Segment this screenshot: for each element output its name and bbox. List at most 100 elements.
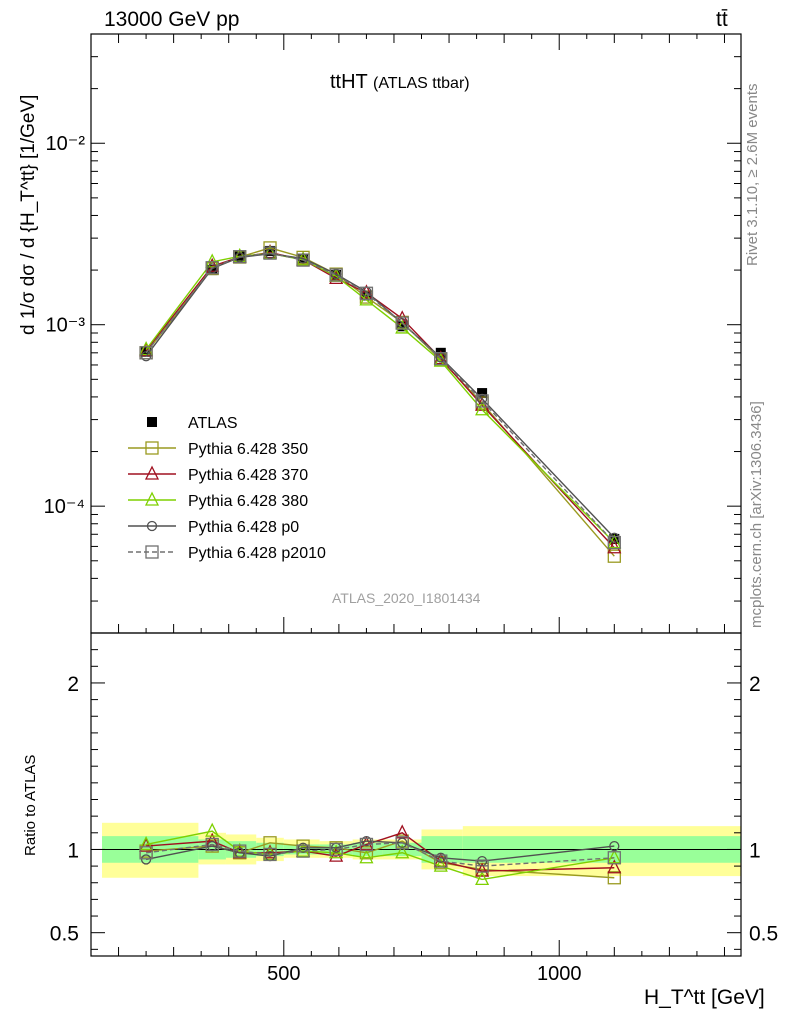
ratio-point-2 (296, 842, 311, 857)
ratio-y-tick-label: 0.5 (50, 923, 79, 946)
ratio-point-1 (475, 862, 490, 877)
axis-ticks: 10⁻⁴ 10⁻³ 10⁻² 500 1000 0.5 0.5 1 1 2 2 (44, 33, 778, 985)
data-point-3 (475, 401, 490, 416)
data-point-5 (263, 246, 277, 260)
ratio-point-4 (139, 846, 153, 860)
ratio-point-3 (361, 835, 372, 847)
ratio-point-2 (359, 849, 374, 864)
ratio-point-4 (359, 837, 374, 852)
data-point-5 (233, 250, 247, 264)
data-point-0 (477, 388, 488, 399)
ratio-point-4 (205, 837, 219, 852)
data-point-5 (329, 268, 343, 282)
ratio-point-2 (395, 844, 410, 859)
legend-label: Pythia 6.428 350 (188, 441, 308, 458)
data-point-3 (205, 253, 220, 268)
process-label: tt̄ (716, 8, 728, 31)
data-point-4 (207, 263, 218, 274)
series-line-5 (145, 252, 615, 544)
ratio-point-1 (139, 837, 154, 852)
plot-title-sub: (ATLAS ttbar) (372, 75, 470, 92)
ratio-point-2 (433, 857, 448, 872)
data-point-5 (395, 316, 409, 330)
data-point-0 (397, 321, 408, 332)
data-point-0 (361, 290, 372, 301)
data-point-2 (359, 284, 374, 299)
data-point-2 (607, 539, 622, 554)
legend: ATLAS Pythia 6.428 350 Pythia 6.428 370 Pyt… (128, 415, 326, 562)
main-y-axis-label: d 1/σ dσ / d {H_T^tt} [1/GeV] (18, 94, 39, 335)
ratio-y-tick-label: 1 (67, 839, 79, 862)
ratio-line-3 (145, 840, 615, 862)
legend-marker (144, 465, 160, 480)
data-point-5 (434, 352, 448, 366)
legend-label: ATLAS (188, 415, 238, 432)
legend-marker (147, 417, 157, 427)
x-tick-label: 500 (267, 963, 300, 985)
data-point-0 (207, 265, 218, 276)
ratio-point-4 (263, 847, 277, 862)
ratio-point-3 (609, 840, 620, 852)
data-point-4 (397, 317, 408, 329)
ratio-point-2 (607, 849, 622, 864)
ratio-point-3 (297, 842, 309, 853)
ratio-y-tick-label: 1 (749, 839, 761, 862)
legend-marker (146, 520, 158, 532)
ratio-point-3 (397, 837, 408, 848)
legend-marker (145, 441, 159, 455)
data-point-4 (330, 268, 342, 280)
data-point-5 (296, 253, 310, 267)
legend-label: Pythia 6.428 p2010 (188, 545, 326, 562)
ratio-point-4 (434, 854, 448, 868)
data-point-1 (607, 549, 621, 563)
ratio-point-0 (607, 871, 621, 885)
ratio-point-4 (233, 844, 247, 858)
main-series-lines (139, 241, 622, 563)
plot-title-main: ttHT (330, 71, 368, 93)
x-axis-label: H_T^tt [GeV] (644, 986, 765, 1009)
ratio-point-3 (140, 854, 152, 865)
energy-label: 13000 GeV pp (104, 8, 240, 31)
ratio-series-lines (139, 822, 622, 886)
plot-title: ttHT (ATLAS ttbar) (330, 71, 470, 94)
legend-label: Pythia 6.428 370 (188, 467, 308, 484)
series-line-4 (145, 253, 615, 539)
ratio-plot-frame (90, 632, 742, 957)
ratio-point-3 (476, 855, 488, 867)
ratio-line-4 (145, 842, 615, 867)
ratio-line-1 (146, 832, 615, 872)
ratio-y-tick-label: 0.5 (749, 923, 778, 946)
legend-marker (145, 545, 159, 559)
ratio-point-1 (607, 859, 622, 874)
ratio-point-0 (359, 846, 374, 860)
data-point-5 (139, 346, 153, 360)
legend-marker (144, 491, 160, 506)
data-point-5 (475, 394, 489, 408)
series-line-3 (145, 252, 615, 544)
ratio-y-axis-label: Ratio to ATLAS (22, 754, 39, 856)
ratio-y-tick-label: 2 (67, 673, 79, 696)
ratio-point-4 (607, 851, 621, 865)
data-point-0 (265, 245, 276, 256)
main-y-tick-label: 10⁻² (46, 133, 86, 155)
ratio-point-4 (475, 859, 489, 873)
analysis-id: ATLAS_2020_I1801434 (332, 590, 481, 606)
ratio-point-4 (329, 842, 343, 857)
ratio-point-2 (139, 835, 154, 851)
data-point-5 (359, 286, 374, 300)
ratio-point-4 (395, 836, 409, 850)
legend-label: Pythia 6.428 p0 (188, 519, 299, 536)
main-y-tick-label: 10⁻³ (46, 315, 86, 337)
ratio-point-2 (205, 822, 220, 837)
ratio-point-4 (296, 844, 310, 858)
data-point-3 (139, 341, 154, 356)
ratio-point-2 (475, 870, 490, 886)
ratio-point-3 (435, 852, 446, 863)
legend-label: Pythia 6.428 380 (188, 493, 308, 510)
mcplots-label: mcplots.cern.ch [arXiv:1306.3436] (748, 401, 765, 628)
ratio-y-tick-label: 2 (749, 673, 761, 696)
data-point-0 (609, 533, 620, 544)
main-y-tick-label: 10⁻⁴ (44, 496, 85, 518)
data-point-5 (607, 535, 621, 550)
